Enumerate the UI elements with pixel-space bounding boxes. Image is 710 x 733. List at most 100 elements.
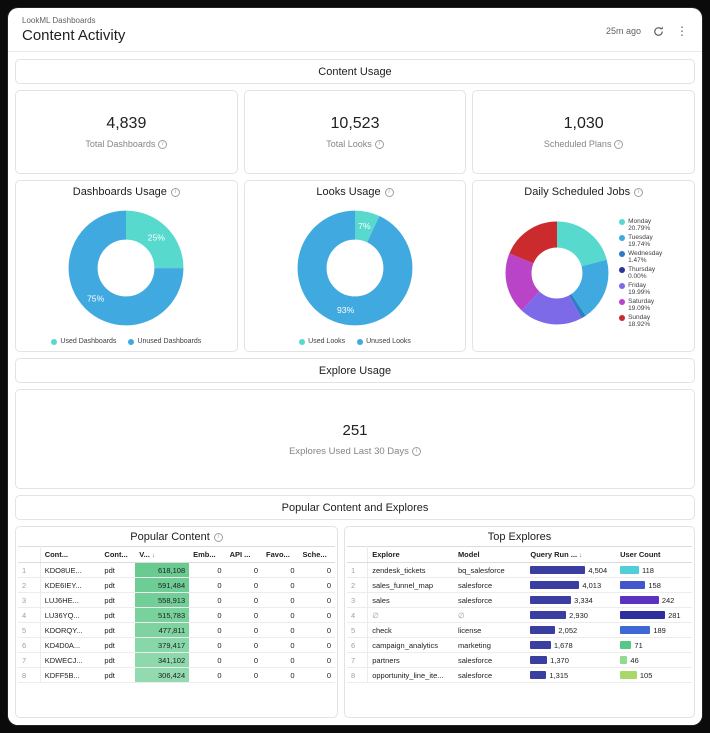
kebab-menu-icon[interactable]: ⋮ — [676, 24, 688, 38]
query-run-cell: 2,052 — [526, 622, 617, 638]
table-row[interactable]: 8 KDFF5B... pdt 306,424 0 0 0 0 — [18, 667, 335, 683]
legend-item[interactable]: Saturday 19.09% — [619, 298, 662, 312]
table-row[interactable]: 6 campaign_analytics marketing 1,678 71 — [347, 637, 692, 653]
table-row[interactable]: 2 sales_funnel_map salesforce 4,013 158 — [347, 577, 692, 593]
query-run-cell: 4,504 — [526, 562, 617, 578]
table-row[interactable]: 4 LU36YQ... pdt 515,783 0 0 0 0 — [18, 607, 335, 623]
column-header[interactable]: Emb... — [189, 546, 226, 563]
cell: 0 — [189, 622, 226, 638]
cell: pdt — [100, 622, 136, 638]
query-run-bar — [530, 671, 547, 679]
info-icon[interactable]: i — [170, 187, 180, 197]
donut-row: Dashboards Usage i 25% 75% Used Dashboard… — [15, 180, 696, 352]
user-count-cell: 71 — [616, 637, 692, 653]
info-icon[interactable]: i — [411, 446, 421, 456]
table-row[interactable]: 3 LUJ6HE... pdt 558,913 0 0 0 0 — [18, 592, 335, 608]
legend-percent: 20.79% — [628, 225, 651, 232]
refresh-icon[interactable] — [652, 25, 665, 38]
daily-scheduled-jobs-donut[interactable] — [505, 221, 609, 325]
cell: KD4D0A... — [40, 637, 101, 653]
chart-title: Dashboards Usage i — [20, 186, 233, 198]
table-row[interactable]: 7 KDWECJ... pdt 341,102 0 0 0 0 — [18, 652, 335, 668]
legend-item[interactable]: Sunday 18.92% — [619, 314, 662, 328]
info-icon[interactable]: i — [614, 139, 624, 149]
dashboard-body: Content Usage 4,839 Total Dashboards i 1… — [8, 52, 702, 725]
column-header[interactable]: API ... — [225, 546, 263, 563]
table-row[interactable]: 5 check license 2,052 189 — [347, 622, 692, 638]
table-row[interactable]: 1 KDO8UE... pdt 618,108 0 0 0 0 — [18, 562, 335, 578]
legend-item[interactable]: Unused Looks — [357, 338, 411, 345]
legend-item[interactable]: Friday 19.99% — [619, 282, 662, 296]
legend-item[interactable]: Unused Dashboards — [128, 338, 201, 345]
cell: 0 — [225, 667, 263, 683]
sort-desc-icon[interactable]: ↓ — [579, 552, 583, 559]
table-row[interactable]: 8 opportunity_line_ite... salesforce 1,315 1… — [347, 667, 692, 683]
kpi-value[interactable]: 1,030 — [563, 115, 604, 132]
table-row[interactable]: 6 KD4D0A... pdt 379,417 0 0 0 0 — [18, 637, 335, 653]
kpi-label: Explores Used Last 30 Days i — [289, 446, 421, 457]
breadcrumb[interactable]: LookML Dashboards — [22, 16, 96, 25]
section-title-text: Content Usage — [318, 65, 392, 78]
dashboards-usage-donut[interactable]: 25% 75% — [68, 210, 184, 326]
donut-slice-sunday[interactable] — [505, 221, 609, 325]
legend-item[interactable]: Used Dashboards — [51, 338, 116, 345]
column-header[interactable]: Favo... — [262, 546, 299, 563]
table-row[interactable]: 1 zendesk_tickets bq_salesforce 4,504 118 — [347, 562, 692, 578]
user-count-cell: 158 — [616, 577, 692, 593]
column-header[interactable]: Explore — [367, 546, 454, 563]
table-title: Popular Content i — [18, 531, 335, 543]
column-header[interactable]: User Count — [616, 546, 692, 563]
slice-label: 93% — [337, 304, 355, 314]
legend-item[interactable]: Monday 20.79% — [619, 218, 662, 232]
sort-desc-icon[interactable]: ↓ — [151, 552, 156, 559]
explore-cell: check — [367, 622, 454, 638]
row-number: 2 — [347, 577, 369, 593]
cell: 0 — [298, 592, 335, 608]
column-header[interactable]: Cont... — [100, 546, 136, 563]
legend-percent: 19.99% — [628, 289, 651, 296]
query-run-bar — [530, 611, 567, 619]
info-icon[interactable]: i — [374, 139, 384, 149]
kpi-value[interactable]: 251 — [342, 421, 368, 439]
donut-slice-saturday[interactable] — [505, 221, 609, 325]
model-cell: marketing — [453, 637, 527, 653]
cell: pdt — [100, 577, 136, 593]
table-row[interactable]: 5 KDORQY... pdt 477,811 0 0 0 0 — [18, 622, 335, 638]
table-row[interactable]: 4 ∅ ∅ 2,930 281 — [347, 607, 692, 623]
column-header[interactable]: Model — [453, 546, 527, 563]
table-row[interactable]: 3 sales salesforce 3,334 242 — [347, 592, 692, 608]
column-header[interactable]: V... ↓ — [135, 546, 190, 563]
donut-slice-unused-looks[interactable] — [297, 210, 413, 325]
legend-dot — [357, 338, 364, 345]
info-icon[interactable]: i — [384, 187, 394, 197]
cell: 0 — [298, 562, 335, 578]
dashboards-usage-tile: Dashboards Usage i 25% 75% Used Dashboard… — [15, 180, 238, 352]
column-header[interactable]: Sche... — [298, 546, 335, 563]
kpi-label: Total Looks i — [326, 139, 384, 149]
looks-usage-donut[interactable]: 7% 93% — [297, 210, 413, 326]
donut-slice-unused-dashboards[interactable] — [68, 210, 184, 325]
cell: KDFF5B... — [40, 667, 101, 683]
section-title-popular: Popular Content and Explores — [15, 495, 695, 520]
donut-slice-friday[interactable] — [505, 221, 609, 325]
info-icon[interactable]: i — [158, 139, 168, 149]
info-icon[interactable]: i — [213, 532, 223, 542]
table-row[interactable]: 7 partners salesforce 1,370 46 — [347, 652, 692, 668]
legend-item[interactable]: Wednesday 1.47% — [619, 250, 662, 264]
legend-item[interactable]: Tuesday 19.74% — [619, 234, 662, 248]
legend-item[interactable]: Thursday 0.00% — [619, 266, 662, 280]
row-number: 5 — [18, 622, 41, 638]
legend-item[interactable]: Used Looks — [299, 338, 345, 345]
kpi-value[interactable]: 10,523 — [330, 115, 380, 132]
table-row[interactable]: 2 KDE6IEY... pdt 591,484 0 0 0 0 — [18, 577, 335, 593]
legend-percent: 0.00% — [628, 273, 647, 280]
donut-slice-tuesday[interactable] — [505, 221, 609, 325]
column-header[interactable]: Cont... — [40, 546, 101, 563]
cell: pdt — [100, 652, 136, 668]
info-icon[interactable]: i — [634, 187, 644, 197]
legend-percent: 18.92% — [628, 321, 651, 328]
query-run-cell: 1,678 — [526, 637, 617, 653]
kpi-value[interactable]: 4,839 — [106, 115, 147, 132]
column-header[interactable]: Query Run ... ↓ — [526, 546, 617, 563]
header-actions: 25m ago ⋮ — [606, 24, 688, 38]
